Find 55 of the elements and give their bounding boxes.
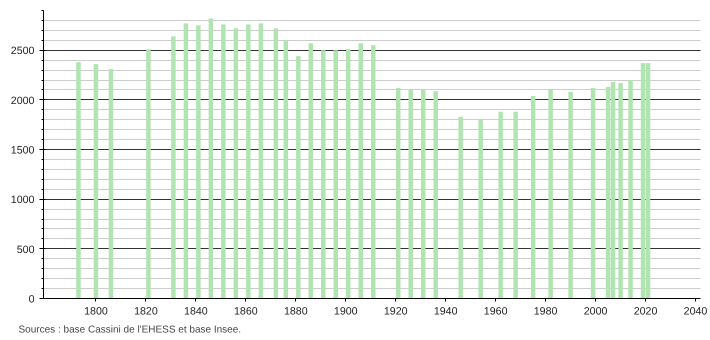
bar: [258, 23, 264, 298]
x-tick-label: 1860: [234, 306, 258, 318]
bar: [221, 24, 226, 298]
bar: [184, 23, 188, 298]
bar: [371, 45, 376, 298]
y-tick-label: 0: [28, 294, 35, 306]
bar: [420, 88, 426, 298]
bar: [568, 92, 573, 298]
x-tick-label: 1820: [134, 306, 158, 318]
y-tick-label: 2500: [10, 45, 35, 58]
bar: [346, 49, 351, 298]
bar: [458, 116, 463, 298]
bar: [234, 28, 238, 298]
bar: [246, 24, 251, 298]
bar: [284, 40, 288, 298]
bar: [296, 56, 301, 298]
bar: [108, 69, 114, 298]
x-tick-label: 1800: [84, 306, 108, 318]
bar: [513, 112, 518, 298]
bar: [590, 88, 596, 298]
source-note: Sources : base Cassini de l'EHESS et base Insee.: [18, 324, 242, 336]
bar: [146, 49, 151, 298]
bar: [433, 90, 438, 298]
bar: [478, 120, 483, 298]
y-tick-label: 2000: [10, 94, 35, 107]
x-tick-label: 2040: [684, 306, 708, 318]
bar: [334, 50, 338, 298]
x-tick-label: 1960: [484, 306, 508, 318]
bar: [408, 88, 413, 298]
y-tick-label: 1000: [10, 194, 35, 206]
bar: [321, 50, 326, 298]
x-tick-label: 2000: [584, 306, 608, 318]
bar: [618, 82, 623, 298]
y-tick-label: 500: [16, 244, 35, 256]
bar: [76, 62, 81, 298]
x-tick-label: 1840: [184, 306, 208, 318]
bar: [396, 88, 400, 298]
x-tick-label: 1980: [534, 306, 558, 318]
bar: [208, 18, 214, 298]
bar: [628, 80, 633, 298]
x-tick-label: 2020: [634, 306, 658, 318]
x-tick-label: 1920: [384, 306, 408, 318]
bar: [358, 43, 364, 298]
bar: [308, 43, 314, 298]
bar: [498, 112, 503, 298]
x-tick-label: 1940: [434, 306, 458, 318]
y-tick-label: 1500: [10, 144, 35, 157]
bar: [274, 28, 278, 298]
bar: [548, 90, 553, 298]
bar: [196, 25, 201, 298]
bar: [94, 64, 98, 298]
x-tick-label: 1900: [334, 306, 358, 318]
bar: [530, 96, 536, 298]
bar: [171, 36, 176, 298]
x-tick-label: 1880: [284, 306, 308, 318]
